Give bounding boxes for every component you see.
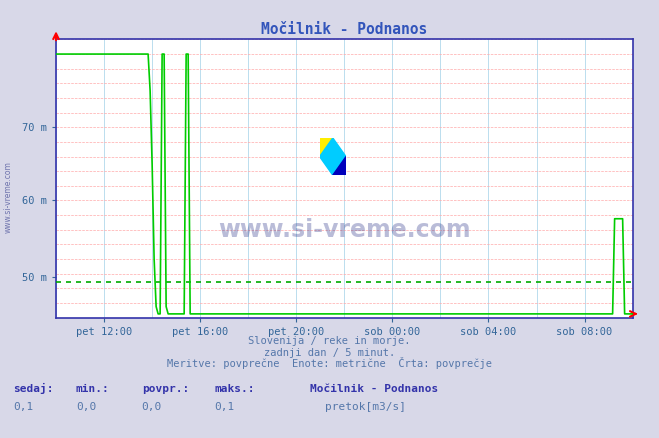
Text: pretok[m3/s]: pretok[m3/s] bbox=[325, 402, 406, 412]
Text: povpr.:: povpr.: bbox=[142, 384, 189, 394]
Polygon shape bbox=[320, 138, 333, 157]
Text: 0,0: 0,0 bbox=[142, 402, 162, 412]
Text: 0,0: 0,0 bbox=[76, 402, 96, 412]
Text: Slovenija / reke in morje.: Slovenija / reke in morje. bbox=[248, 336, 411, 346]
Text: maks.:: maks.: bbox=[214, 384, 254, 394]
Polygon shape bbox=[320, 138, 346, 175]
Text: Močilnik - Podnanos: Močilnik - Podnanos bbox=[310, 384, 438, 394]
Text: www.si-vreme.com: www.si-vreme.com bbox=[3, 161, 13, 233]
Title: Močilnik - Podnanos: Močilnik - Podnanos bbox=[261, 22, 428, 37]
Text: Meritve: povprečne  Enote: metrične  Črta: povprečje: Meritve: povprečne Enote: metrične Črta:… bbox=[167, 357, 492, 370]
Text: 0,1: 0,1 bbox=[13, 402, 34, 412]
Text: min.:: min.: bbox=[76, 384, 109, 394]
Text: www.si-vreme.com: www.si-vreme.com bbox=[218, 218, 471, 242]
Text: sedaj:: sedaj: bbox=[13, 383, 53, 394]
Text: 0,1: 0,1 bbox=[214, 402, 235, 412]
Polygon shape bbox=[333, 157, 346, 175]
Text: zadnji dan / 5 minut.: zadnji dan / 5 minut. bbox=[264, 348, 395, 358]
